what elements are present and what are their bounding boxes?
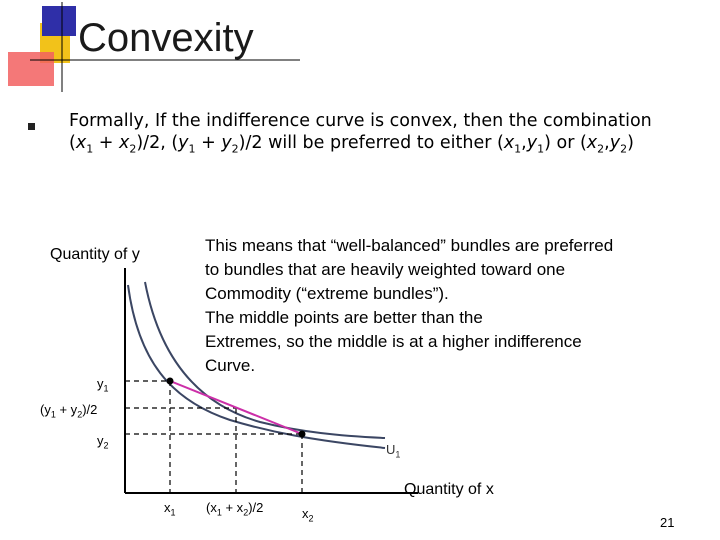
bullet-sub: 2	[597, 142, 605, 156]
bullet-var: y	[526, 133, 538, 153]
tick-text: )/2	[248, 500, 264, 515]
bullet-var: x	[75, 133, 87, 153]
slide-title: Convexity	[78, 16, 254, 60]
tick-sub: 1	[103, 383, 109, 394]
x-tick-x1: x1	[164, 500, 176, 518]
y-tick-y1: y1	[97, 376, 109, 394]
tick-sub: 1	[216, 507, 222, 518]
explanation-line: Extremes, so the middle is at a higher i…	[205, 332, 582, 351]
bullet-var: y	[609, 133, 621, 153]
bullet-var: y	[178, 133, 189, 153]
tick-text: (y	[40, 402, 51, 417]
x-tick-x2: x2	[302, 506, 314, 524]
curve-label-text: U	[386, 442, 396, 457]
tick-text: x	[164, 500, 171, 515]
point-x2-y2	[298, 430, 306, 438]
bullet-seg: )/2 will be preferred to either (	[238, 133, 504, 153]
bullet-sub: 2	[620, 142, 628, 156]
bullet-var: x	[503, 133, 515, 153]
bullet-text: Formally, If the indifference curve is c…	[69, 110, 709, 161]
curve-label-sub: 1	[395, 449, 401, 460]
point-x1-y1	[166, 377, 174, 385]
explanation-line: The middle points are better than the	[205, 308, 483, 327]
bullet-seg: )	[627, 133, 634, 153]
bullet-seg: )/2, (	[136, 133, 179, 153]
tick-text: y	[97, 376, 104, 391]
y-tick-ymid: (y1 + y2)/2	[40, 402, 97, 420]
outer-indifference-curve	[144, 281, 386, 439]
bullet-seg: +	[195, 133, 222, 153]
explanation-line: Curve.	[205, 356, 256, 375]
y-axis-label: Quantity of y	[50, 246, 140, 263]
tick-sub: 2	[77, 409, 83, 420]
explanation-line: This means that “well-balanced” bundles …	[205, 236, 614, 255]
bullet-seg: ) or (	[544, 133, 587, 153]
tick-text: x	[302, 506, 309, 521]
curve-label-u1: U1	[386, 442, 400, 460]
page-number: 21	[660, 515, 675, 530]
logo-blue-square	[42, 6, 76, 36]
tick-sub: 2	[243, 507, 249, 518]
tick-text: + x	[221, 500, 244, 515]
logo-red-square	[8, 52, 54, 86]
explanation-line: to bundles that are heavily weighted tow…	[205, 260, 566, 279]
logo-squares	[8, 2, 300, 92]
bullet-seg: ,	[521, 133, 527, 153]
x-axis-label: Quantity of x	[404, 481, 494, 498]
bullet-seg: ,	[604, 133, 610, 153]
bullet-sub: 1	[188, 142, 196, 156]
bullet-marker	[28, 123, 35, 130]
tick-text: (x	[206, 500, 217, 515]
bullet-sub: 1	[537, 142, 545, 156]
bullet-var: y	[221, 133, 232, 153]
tick-sub: 1	[50, 409, 56, 420]
bullet-seg: +	[93, 133, 119, 153]
tick-sub: 1	[170, 507, 176, 518]
tick-text: y	[97, 433, 104, 448]
bullet-line1: Formally, If the indifference curve is c…	[69, 111, 652, 131]
tick-sub: 2	[308, 513, 314, 524]
bullet-sub: 2	[231, 142, 239, 156]
chord-line	[169, 380, 303, 435]
bullet-var: x	[586, 133, 598, 153]
tick-text: + y	[55, 402, 78, 417]
bullet-sub: 2	[129, 142, 137, 156]
explanation-line: Commodity (“extreme bundles”).	[205, 284, 449, 303]
tick-sub: 2	[103, 440, 109, 451]
bullet-sub: 1	[86, 142, 94, 156]
y-tick-y2: y2	[97, 433, 109, 451]
bullet-seg: (	[69, 133, 76, 153]
tick-text: )/2	[82, 402, 98, 417]
bullet-sub: 1	[514, 142, 522, 156]
x-tick-xmid: (x1 + x2)/2	[206, 500, 263, 518]
explanation-text: This means that “well-balanced” bundles …	[205, 234, 705, 378]
bullet-var: x	[118, 133, 130, 153]
inner-indifference-curve-u1	[127, 284, 386, 449]
